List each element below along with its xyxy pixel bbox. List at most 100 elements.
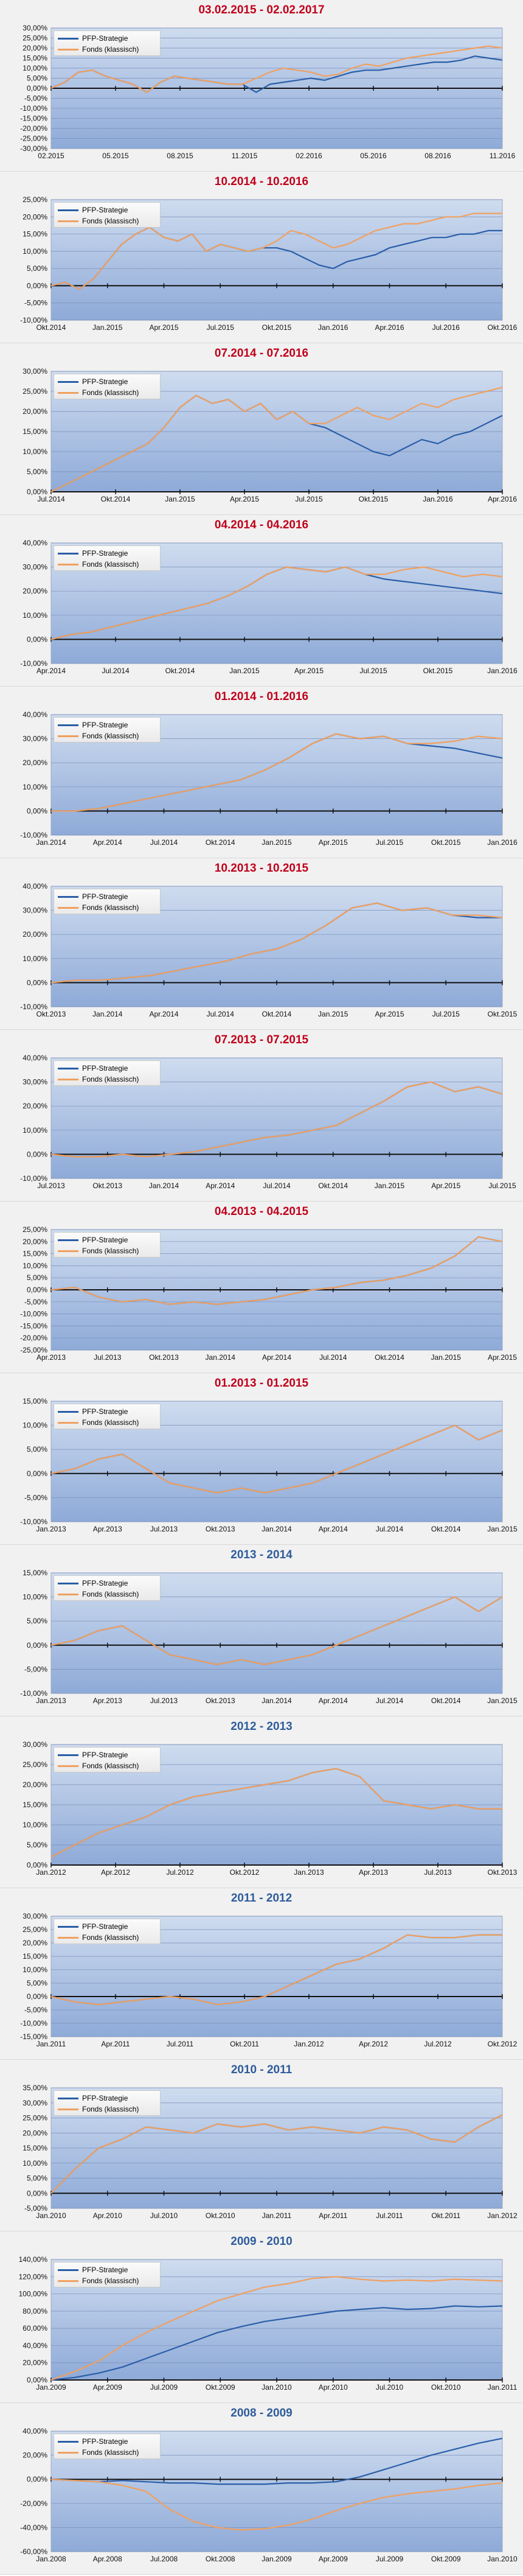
x-tick-label: Jul.2010 <box>376 2383 404 2392</box>
chart-legend: PFP-Strategie Fonds (klassisch) <box>54 374 161 399</box>
y-tick-label: 0,00% <box>27 1286 47 1294</box>
series-line-fonds-klassisch <box>50 2479 503 2531</box>
x-tick-label: Okt.2014 <box>431 1696 461 1705</box>
legend-entry: Fonds (klassisch) <box>58 388 139 397</box>
x-tick-label: Jan.2015 <box>229 667 260 675</box>
y-tick-label: -5,00% <box>24 299 47 307</box>
y-tick-label: 40,00% <box>23 1054 47 1062</box>
y-tick-label: 15,00% <box>23 1250 47 1258</box>
legend-swatch <box>58 391 78 394</box>
legend-swatch <box>58 1421 78 1424</box>
x-tick-label: Jan.2014 <box>206 1353 236 1362</box>
y-tick-label: 5,00% <box>27 467 47 476</box>
chart-block: 2008 - 2009 -60,00% -40,00% -20,00% 0,00% 20,… <box>0 2403 523 2575</box>
chart-block: 04.2013 - 04.2015 -25,00% -20,00% -15,00% -1… <box>0 1202 523 1373</box>
legend-label: PFP-Strategie <box>82 206 128 214</box>
x-tick-label: Okt.2015 <box>262 323 292 332</box>
x-tick-label: Okt.2011 <box>230 2040 259 2048</box>
x-tick-label: Apr.2012 <box>101 1868 130 1877</box>
legend-entry: PFP-Strategie <box>58 2093 128 2103</box>
x-tick-label: 05.2015 <box>102 152 129 160</box>
legend-label: Fonds (klassisch) <box>82 903 139 912</box>
legend-label: PFP-Strategie <box>82 1922 128 1931</box>
y-tick-label: 5,00% <box>27 1273 47 1282</box>
legend-swatch <box>58 1239 78 1241</box>
legend-swatch <box>58 1078 78 1080</box>
y-tick-label: 30,00% <box>23 1740 47 1749</box>
legend-entry: Fonds (klassisch) <box>58 2276 139 2286</box>
legend-entry: Fonds (klassisch) <box>58 2104 139 2114</box>
y-tick-label: 10,00% <box>23 783 47 791</box>
x-tick-label: Okt.2015 <box>488 1010 518 1018</box>
x-tick-label: Okt.2015 <box>359 495 389 503</box>
legend-label: Fonds (klassisch) <box>82 1590 139 1598</box>
y-tick-label: 15,00% <box>23 427 47 436</box>
y-tick-label: 5,00% <box>27 264 47 273</box>
x-tick-label: Jul.2014 <box>376 1696 404 1705</box>
y-tick-label: 100,00% <box>19 2290 48 2298</box>
x-tick-label: Okt.2014 <box>431 1525 461 1533</box>
x-tick-label: Apr.2013 <box>93 1525 122 1533</box>
chart-legend: PFP-Strategie Fonds (klassisch) <box>54 717 161 743</box>
series-line-fonds-klassisch <box>50 1424 503 1494</box>
legend-entry: PFP-Strategie <box>58 377 128 387</box>
chart-canvas: -10,00% 0,00% 10,00% 20,00% 30,00% 40,00% Apr.… <box>20 539 518 675</box>
legend-label: PFP-Strategie <box>82 2437 128 2446</box>
x-tick-label: Jul.2014 <box>319 1353 347 1362</box>
y-tick-label: 0,00% <box>27 1150 47 1158</box>
x-tick-label: Jan.2012 <box>294 2040 324 2048</box>
legend-entry: PFP-Strategie <box>58 1407 128 1416</box>
y-tick-label: 40,00% <box>23 882 47 891</box>
legend-entry: Fonds (klassisch) <box>58 44 139 54</box>
legend-label: PFP-Strategie <box>82 2266 128 2274</box>
chart-block: 2013 - 2014 -10,00% -5,00% 0,00% 5,00% 10,00%… <box>0 1545 523 1717</box>
chart-legend: PFP-Strategie Fonds (klassisch) <box>54 1404 161 1429</box>
legend-swatch <box>58 380 78 383</box>
x-tick-label: Apr.2010 <box>319 2383 348 2392</box>
legend-label: Fonds (klassisch) <box>82 388 139 397</box>
x-tick-label: Okt.2015 <box>431 838 461 847</box>
chart-title: 10.2014 - 10.2016 <box>214 175 309 188</box>
x-tick-label: Apr.2016 <box>375 323 404 332</box>
y-tick-label: 30,00% <box>23 563 47 572</box>
y-tick-label: 10,00% <box>23 247 47 256</box>
legend-label: PFP-Strategie <box>82 549 128 558</box>
legend-entry: PFP-Strategie <box>58 720 128 730</box>
x-tick-label: Jul.2014 <box>263 1181 291 1190</box>
y-tick-label: 20,00% <box>23 1237 47 1246</box>
legend-label: Fonds (klassisch) <box>82 1933 139 1942</box>
x-tick-label: Jan.2015 <box>92 323 123 332</box>
x-tick-label: Jan.2016 <box>423 495 453 503</box>
legend-entry: PFP-Strategie <box>58 1063 128 1073</box>
x-tick-label: Jan.2015 <box>375 1181 405 1190</box>
x-tick-label: Jan.2013 <box>36 1525 66 1533</box>
y-tick-label: -10,00% <box>20 831 47 839</box>
legend-swatch <box>58 1067 78 1069</box>
y-tick-label: 5,00% <box>27 1445 47 1454</box>
x-tick-label: Jan.2014 <box>92 1010 123 1018</box>
y-tick-label: 0,00% <box>27 1861 47 1869</box>
y-tick-label: 40,00% <box>23 2427 47 2435</box>
y-tick-label: 15,00% <box>23 230 47 239</box>
x-tick-label: Apr.2015 <box>319 838 348 847</box>
y-tick-label: -10,00% <box>20 1689 47 1698</box>
y-tick-label: 5,00% <box>27 1979 47 1987</box>
chart-canvas: -10,00% 0,00% 10,00% 20,00% 30,00% 40,00% Jul.… <box>20 1054 516 1190</box>
y-tick-label: 20,00% <box>23 1939 47 1947</box>
chart-canvas: 0,00% 20,00% 40,00% 60,00% 80,00% 100,00% 120,… <box>19 2255 518 2392</box>
x-tick-label: Apr.2014 <box>206 1181 235 1190</box>
x-tick-label: Jul.2014 <box>376 1525 404 1533</box>
x-tick-label: Okt.2016 <box>488 323 518 332</box>
x-tick-label: Jul.2013 <box>150 1525 178 1533</box>
x-tick-label: Apr.2015 <box>149 323 178 332</box>
x-tick-label: Apr.2015 <box>431 1181 460 1190</box>
x-tick-label: Apr.2013 <box>359 1868 388 1877</box>
y-tick-label: 40,00% <box>23 2341 47 2350</box>
chart-title: 2011 - 2012 <box>230 1892 293 1905</box>
y-tick-label: 10,00% <box>23 2159 47 2168</box>
chart-legend: PFP-Strategie Fonds (klassisch) <box>54 889 161 914</box>
chart-canvas: 0,00% 5,00% 10,00% 15,00% 20,00% 25,00% 30,00%… <box>23 1740 517 1877</box>
legend-swatch <box>58 1754 78 1756</box>
y-tick-label: 30,00% <box>23 1912 47 1920</box>
legend-swatch <box>58 220 78 222</box>
